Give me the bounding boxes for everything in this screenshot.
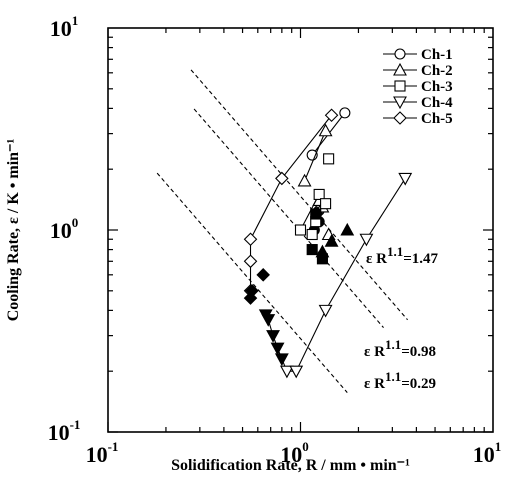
data-point-open [398, 172, 413, 186]
constant-line-label: ε R1.1=0.29 [364, 369, 436, 392]
constant-line-label: ε R1.1=0.98 [364, 337, 436, 360]
data-point-open [359, 233, 374, 247]
series-ch-5 [243, 108, 339, 305]
y-tick-label: 10-1 [48, 417, 81, 445]
constant-line [156, 172, 348, 393]
y-tick-label: 100 [50, 215, 79, 243]
constant-line [193, 108, 384, 328]
legend-label: Ch-2 [421, 63, 453, 79]
data-point-filled [266, 330, 280, 343]
data-point-open [318, 123, 333, 137]
data-point-open [297, 173, 312, 187]
data-point-open [339, 107, 351, 119]
data-point-open [313, 188, 325, 200]
legend: Ch-1Ch-2Ch-3Ch-4Ch-5 [383, 47, 453, 127]
data-point-filled [324, 234, 339, 247]
series-line [300, 194, 320, 231]
data-point-open [294, 224, 307, 236]
data-point-filled [306, 244, 318, 256]
series-line [304, 130, 327, 182]
data-point-filled [316, 253, 328, 265]
x-tick-label: 101 [473, 439, 502, 467]
x-axis-title: Solidification Rate, R / mm • min⁻¹ [171, 457, 410, 474]
legend-marker [393, 96, 407, 110]
legend-label: Ch-3 [421, 79, 453, 95]
series-ch-4 [258, 172, 413, 379]
data-point-open [275, 171, 289, 186]
series-ch-3 [294, 153, 335, 265]
legend-marker [393, 62, 407, 76]
legend-marker [394, 80, 406, 92]
x-tick-label: 10-1 [86, 439, 119, 467]
x-tick-label: 100 [280, 439, 309, 467]
data-point-open [243, 232, 258, 247]
legend-label: Ch-4 [421, 95, 453, 111]
data-point-filled [256, 268, 270, 282]
data-point-open [306, 228, 318, 241]
data-point-open [318, 304, 333, 318]
data-point-filled [245, 284, 259, 298]
data-point-filled [258, 309, 273, 323]
data-point-filled [274, 353, 289, 367]
data-point-open [289, 365, 304, 379]
constant-line [190, 69, 409, 321]
data-point-filled [270, 342, 285, 356]
legend-label: Ch-1 [421, 47, 453, 63]
data-point-open [323, 153, 335, 165]
data-point-open [243, 254, 258, 269]
legend-marker [393, 111, 407, 125]
data-point-filled [310, 208, 322, 220]
data-point-open [324, 108, 339, 123]
y-tick-label: 101 [50, 13, 79, 41]
legend-label: Ch-5 [421, 111, 453, 127]
data-point-filled [340, 222, 355, 236]
constant-line-label: ε R1.1=1.47 [366, 244, 439, 267]
legend-marker [394, 48, 406, 60]
data-point-open [320, 198, 332, 210]
data-point-open [279, 365, 294, 379]
y-axis-title: Cooling Rate, ε / K • min⁻¹ [5, 139, 22, 322]
